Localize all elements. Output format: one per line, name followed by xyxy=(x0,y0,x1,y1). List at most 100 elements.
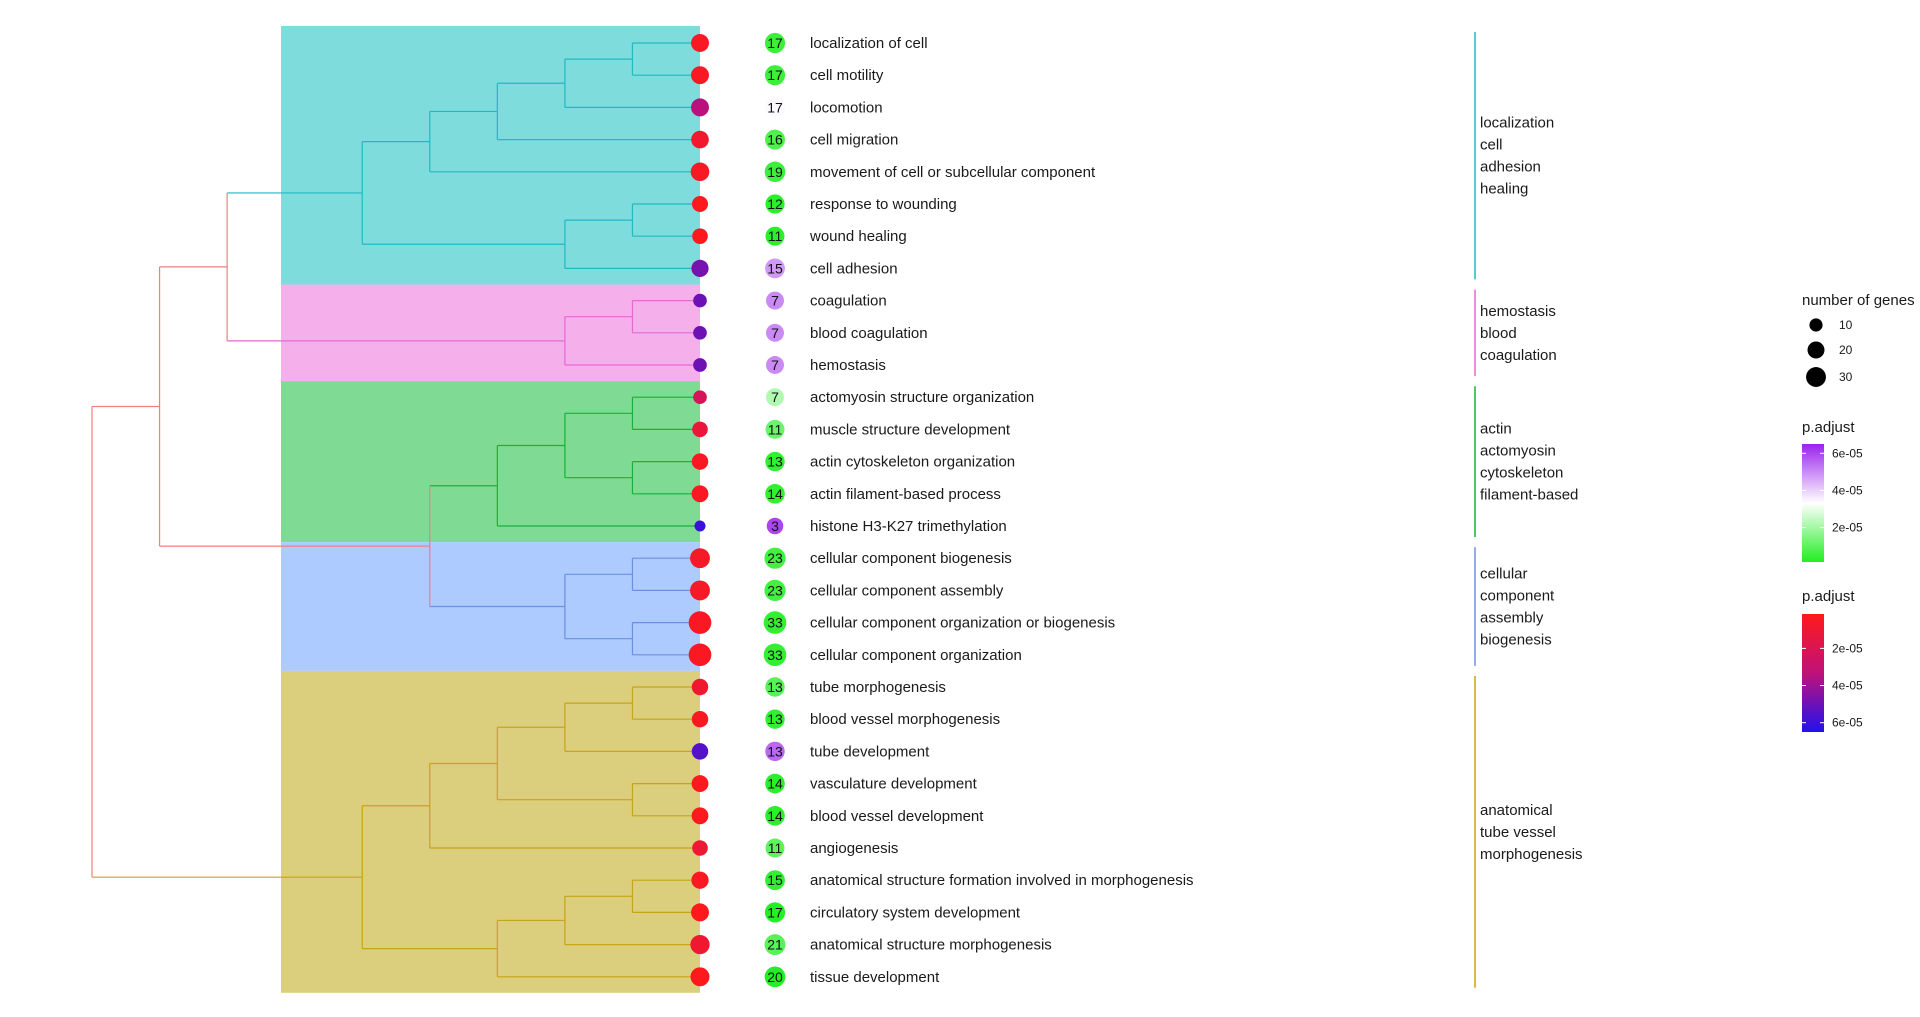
count-badge xyxy=(764,161,786,183)
term-label: tube morphogenesis xyxy=(810,679,946,696)
cluster-backgrounds xyxy=(281,26,700,993)
size-legend-value: 10 xyxy=(1839,318,1853,332)
count-label: 23 xyxy=(767,550,783,566)
cluster-label-line: actin xyxy=(1480,421,1512,438)
term-point xyxy=(690,967,710,987)
term-label: anatomical structure morphogenesis xyxy=(810,937,1052,954)
point-colorbar-tick-label: 6e-05 xyxy=(1832,716,1863,730)
count-label: 11 xyxy=(768,840,783,856)
term-point xyxy=(691,710,709,728)
cluster-label-line: morphogenesis xyxy=(1480,846,1583,863)
cluster-labels: localization cell adhesion healing hemostasi… xyxy=(1474,32,1583,988)
count-badge xyxy=(765,129,785,150)
term-label: wound healing xyxy=(809,228,907,245)
term-label: actin filament-based process xyxy=(810,486,1001,503)
cluster-label-line: localization xyxy=(1480,115,1554,132)
term-point xyxy=(691,34,709,52)
cluster-label-line: cellular xyxy=(1480,566,1528,583)
term-label: cellular component organization xyxy=(810,647,1022,664)
count-label: 7 xyxy=(771,293,779,309)
term-label: hemostasis xyxy=(810,357,886,374)
cluster-label-line: hemostasis xyxy=(1480,303,1556,320)
count-badge xyxy=(764,97,786,118)
term-point xyxy=(691,807,709,825)
count-badge xyxy=(765,451,785,472)
term-label: response to wounding xyxy=(810,196,957,213)
cluster-label-line: cytoskeleton xyxy=(1480,465,1563,482)
term-point xyxy=(691,453,709,470)
cluster-label-line: anatomical xyxy=(1480,802,1553,819)
point-colorbar-title: p.adjust xyxy=(1802,588,1855,605)
count-badge xyxy=(766,356,784,374)
cluster-label-line: adhesion xyxy=(1480,159,1541,176)
cluster-label-line: coagulation xyxy=(1480,347,1557,364)
count-label: 21 xyxy=(767,937,783,953)
count-badge xyxy=(765,838,785,858)
term-point xyxy=(692,840,708,856)
term-point xyxy=(691,871,709,889)
count-label: 14 xyxy=(767,486,783,502)
count-label: 20 xyxy=(767,969,783,985)
term-point xyxy=(691,485,709,503)
cluster-label-line: healing xyxy=(1480,181,1528,198)
term-point xyxy=(694,520,706,532)
count-label: 15 xyxy=(767,260,783,276)
count-label: 11 xyxy=(768,421,783,437)
point-colorbar-tick-label: 2e-05 xyxy=(1832,641,1863,655)
dendrogram xyxy=(91,42,700,978)
count-label: 11 xyxy=(768,228,783,244)
count-label: 7 xyxy=(771,357,779,373)
size-legend-dot xyxy=(1806,367,1826,387)
term-point xyxy=(690,580,710,601)
size-legend-dot xyxy=(1807,341,1825,359)
term-point xyxy=(688,611,712,634)
count-label: 7 xyxy=(771,389,779,405)
point-colorbar-tick-label: 4e-05 xyxy=(1832,679,1863,693)
cluster-label-line: assembly xyxy=(1480,610,1544,627)
count-label: 33 xyxy=(767,615,783,631)
count-label: 17 xyxy=(767,67,783,83)
term-label: histone H3-K27 trimethylation xyxy=(810,518,1007,535)
term-point xyxy=(688,643,712,667)
count-label: 13 xyxy=(767,743,783,759)
term-point xyxy=(690,162,710,182)
term-label: cellular component assembly xyxy=(810,582,1004,599)
term-label: cellular component biogenesis xyxy=(810,550,1012,567)
term-point xyxy=(691,195,709,213)
count-badge xyxy=(764,547,786,569)
count-badge xyxy=(766,323,784,342)
term-points xyxy=(688,32,787,988)
count-label: 17 xyxy=(767,904,783,920)
count-badge xyxy=(765,258,785,279)
count-badge xyxy=(765,870,785,891)
term-label: cellular component organization or bioge… xyxy=(810,615,1115,632)
term-point xyxy=(690,934,710,955)
term-point xyxy=(691,259,709,278)
count-label: 19 xyxy=(767,164,783,180)
term-label: blood coagulation xyxy=(810,325,928,342)
cluster-label-line: actomyosin xyxy=(1480,443,1556,460)
term-label: cell migration xyxy=(810,132,898,149)
count-label: 17 xyxy=(767,35,783,51)
term-label: locomotion xyxy=(810,99,883,116)
cluster-label-line: component xyxy=(1480,588,1555,605)
cluster-label-line: biogenesis xyxy=(1480,632,1552,649)
count-badge xyxy=(765,483,785,504)
count-label: 3 xyxy=(771,518,779,534)
count-label: 23 xyxy=(767,582,783,598)
term-point xyxy=(691,130,709,149)
term-point xyxy=(693,358,707,372)
term-label: cell adhesion xyxy=(810,260,898,277)
size-legend-value: 20 xyxy=(1839,343,1853,357)
count-badge xyxy=(765,226,785,246)
term-label: coagulation xyxy=(810,293,887,310)
count-badge xyxy=(766,517,784,535)
count-label: 13 xyxy=(767,679,783,695)
term-point xyxy=(693,390,707,405)
count-badge xyxy=(766,291,784,310)
cluster-background xyxy=(281,670,700,993)
count-badge xyxy=(764,579,786,601)
term-point xyxy=(691,678,709,696)
count-colorbar-tick-label: 6e-05 xyxy=(1832,446,1863,460)
